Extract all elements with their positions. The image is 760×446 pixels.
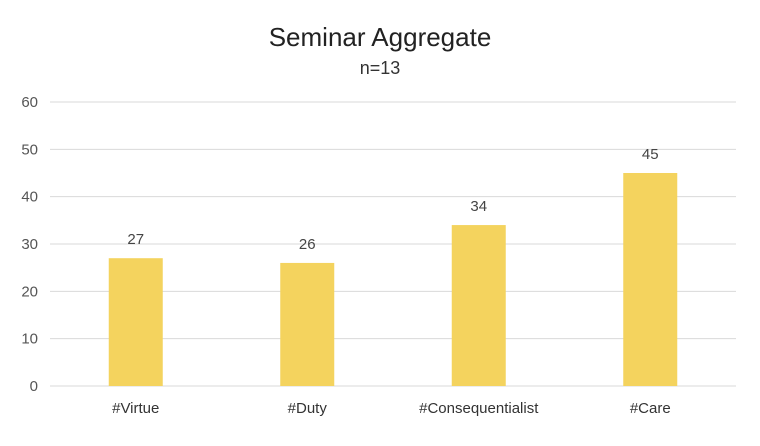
chart-subtitle: n=13 [359,58,401,78]
chart-title: Seminar Aggregate [268,22,492,52]
y-tick-label: 10 [21,331,38,348]
bar [280,262,335,386]
x-tick-label: #Virtue [112,400,159,417]
y-tick-label: 30 [21,236,38,253]
data-label: 26 [299,236,316,253]
y-tick-label: 40 [21,189,38,206]
y-tick-label: 60 [21,94,38,111]
x-tick-label: #Care [630,400,671,417]
bar [108,258,163,386]
data-label: 34 [470,198,487,215]
bar [623,173,678,386]
data-label: 45 [642,146,659,163]
y-tick-label: 50 [21,141,38,158]
y-tick-label: 0 [30,378,38,395]
y-tick-label: 20 [21,283,38,300]
data-label: 27 [127,231,144,248]
x-tick-label: #Duty [288,400,328,417]
x-tick-label: #Consequentialist [419,400,539,417]
bar [451,225,506,386]
